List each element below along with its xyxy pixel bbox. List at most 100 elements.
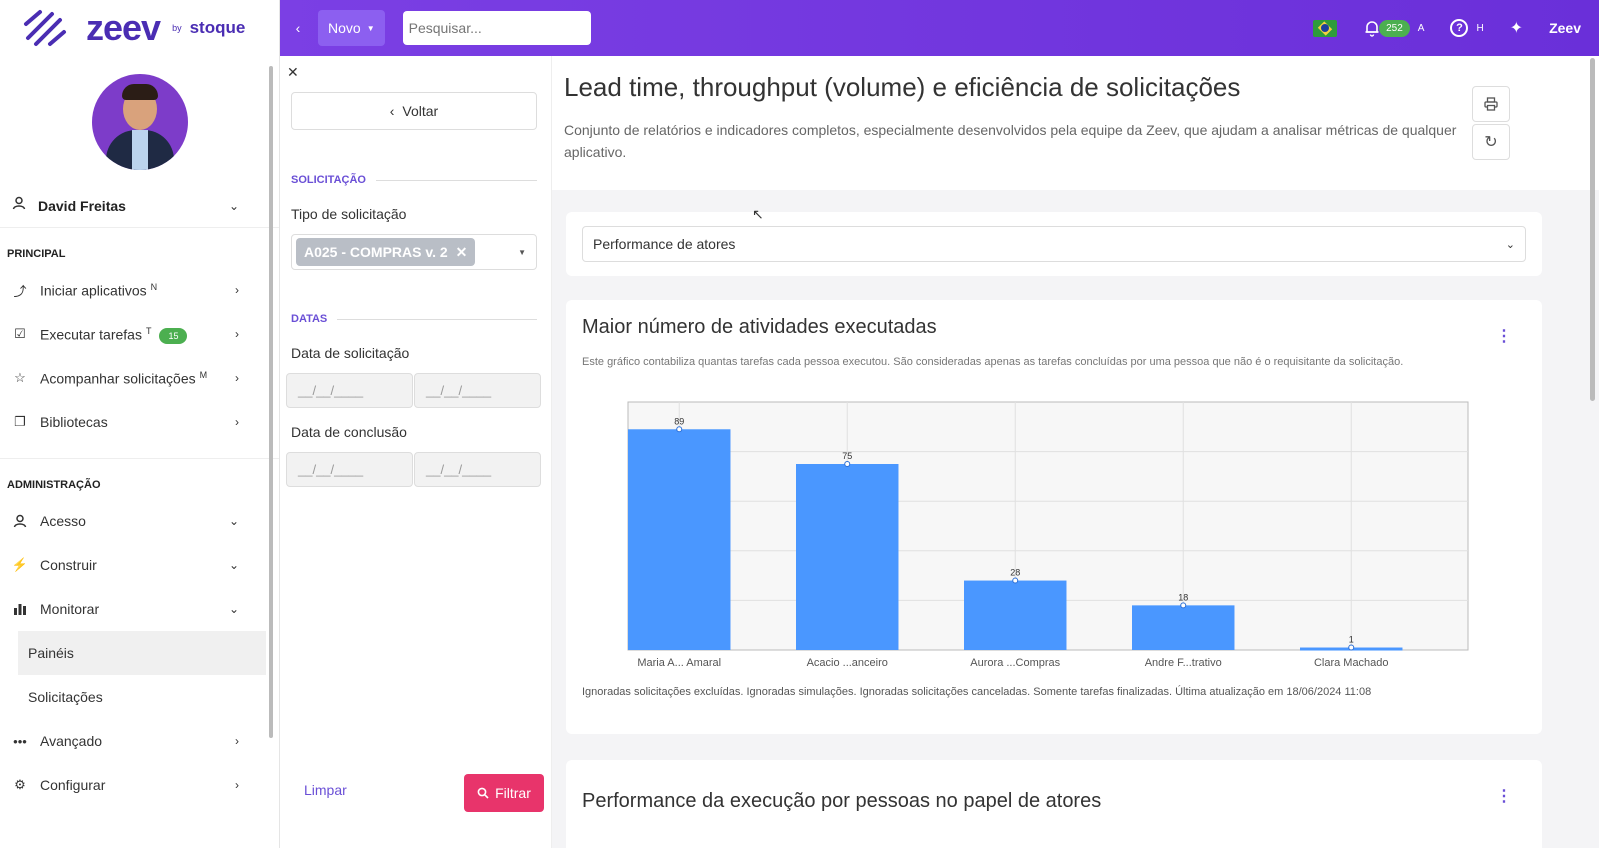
search-input[interactable] [402, 11, 591, 45]
chevron-right-icon: › [235, 778, 239, 792]
print-icon [1484, 97, 1498, 111]
sidebar-item-label: Bibliotecas [40, 414, 108, 430]
shortcut-label: T [145, 325, 152, 336]
sidebar-item-label: Configurar [40, 777, 106, 793]
chevron-right-icon: › [235, 371, 239, 385]
data-conclusao-label: Data de conclusão [291, 424, 407, 440]
gear-icon: ⚙ [14, 777, 26, 792]
remove-chip-icon[interactable]: ✕ [455, 243, 468, 260]
copy-icon: ❐ [14, 414, 26, 429]
chevron-right-icon: › [235, 734, 239, 748]
user-name: David Freitas [38, 197, 126, 214]
report-select-card: Performance de atores ⌄ [566, 212, 1542, 276]
brand-logo[interactable]: zeev by stoque [0, 0, 279, 56]
user-icon [12, 513, 28, 529]
back-button[interactable]: ‹ Voltar [291, 92, 537, 130]
sidebar-scrollbar[interactable] [269, 66, 273, 738]
data-conclusao-end-input[interactable]: __/__/____ [414, 452, 541, 487]
help-button[interactable]: ? H [1450, 19, 1484, 37]
route-icon: ⤴ [13, 283, 27, 299]
refresh-button[interactable]: ↻ [1472, 124, 1510, 160]
main-scrollbar[interactable] [1590, 58, 1595, 401]
sidebar: zeev by stoque David Freitas ⌄ PRINCIPAL… [0, 0, 280, 848]
brazil-flag-icon[interactable] [1313, 19, 1338, 37]
page-header: Lead time, throughput (volume) e eficiên… [552, 56, 1599, 190]
app-name[interactable]: Zeev [1549, 20, 1581, 36]
chart-title: Maior número de atividades executadas [582, 316, 937, 338]
bolt-icon: ⚡ [11, 557, 29, 572]
user-icon [12, 196, 26, 215]
shortcut-label: A [1417, 22, 1425, 34]
report-type-select[interactable]: Performance de atores ⌄ [582, 226, 1526, 262]
sparkle-icon[interactable]: ✦ [1509, 20, 1524, 37]
chevron-down-icon: ⌄ [228, 198, 239, 213]
back-label: Voltar [402, 103, 439, 119]
section-datas: DATAS [291, 313, 537, 325]
sidebar-item-iniciar-aplicativos[interactable]: ⤴ Iniciar aplicativos N › [0, 268, 279, 312]
shortcut-label: M [199, 369, 208, 380]
main-content: Lead time, throughput (volume) e eficiên… [552, 56, 1599, 848]
kebab-menu-icon[interactable]: ⋮ [1496, 328, 1512, 345]
filter-label: Filtrar [495, 785, 531, 801]
avatar[interactable] [91, 74, 188, 170]
sidebar-item-configurar[interactable]: ⚙ Configurar › [0, 763, 279, 807]
close-icon[interactable]: ✕ [287, 64, 299, 80]
sidebar-item-construir[interactable]: ⚡ Construir ⌄ [0, 543, 279, 587]
chart-subtitle: Este gráfico contabiliza quantas tarefas… [582, 356, 1404, 368]
clear-button[interactable]: Limpar [304, 782, 347, 798]
novo-button[interactable]: Novo ▼ [318, 10, 385, 46]
data-solicitacao-start-input[interactable]: __/__/____ [286, 373, 413, 408]
sidebar-item-bibliotecas[interactable]: ❐ Bibliotecas › [0, 400, 279, 444]
dots-icon: ••• [13, 733, 27, 749]
data-solicitacao-label: Data de solicitação [291, 345, 410, 361]
refresh-icon: ↻ [1484, 134, 1498, 151]
notifications-count-badge: 252 [1379, 19, 1410, 37]
data-point [676, 426, 683, 433]
caret-down-icon: ▼ [366, 23, 375, 33]
chip-label: A025 - COMPRAS v. 2 [304, 244, 448, 260]
notifications-button[interactable]: 252 A [1363, 19, 1424, 37]
category-label: Aurora ...Compras [970, 657, 1060, 669]
bar [1132, 605, 1235, 650]
sidebar-item-acesso[interactable]: Acesso ⌄ [0, 499, 279, 543]
zeev-logo-icon [24, 10, 66, 46]
sidebar-item-label: Acompanhar solicitações [40, 370, 196, 387]
shortcut-label: H [1476, 22, 1484, 34]
kebab-menu-icon[interactable]: ⋮ [1496, 788, 1512, 805]
tipo-solicitacao-select[interactable]: A025 - COMPRAS v. 2 ✕ ▼ [291, 234, 537, 270]
sidebar-subitem-paineis[interactable]: Painéis [18, 631, 266, 675]
top-bar: ‹ Novo ▼ 252 A ? H ✦ Zeev [280, 0, 1599, 56]
mouse-cursor-icon: ↖ [752, 206, 764, 222]
data-label: 18 [1178, 592, 1188, 602]
chart-card-2: Performance da execução por pessoas no p… [566, 760, 1542, 848]
checkbox-icon: ☑ [14, 326, 26, 341]
sidebar-item-avancado[interactable]: ••• Avançado › [0, 719, 279, 763]
category-label: Andre F...trativo [1145, 657, 1222, 669]
filter-button[interactable]: Filtrar [464, 774, 544, 812]
data-conclusao-start-input[interactable]: __/__/____ [286, 452, 413, 487]
sidebar-item-executar-tarefas[interactable]: ☑ Executar tarefas T 15 › [0, 312, 279, 356]
filter-panel: ✕ ‹ Voltar SOLICITAÇÃO Tipo de solicitaç… [280, 56, 552, 848]
user-menu[interactable]: David Freitas ⌄ [0, 184, 279, 228]
chevron-down-icon: ⌄ [1505, 238, 1515, 251]
chevron-right-icon: › [235, 327, 239, 341]
page-title: Lead time, throughput (volume) e eficiên… [564, 72, 1241, 102]
logo-by: by [172, 23, 182, 33]
tipo-solicitacao-label: Tipo de solicitação [291, 206, 407, 222]
data-label: 89 [674, 416, 684, 426]
print-button[interactable] [1472, 86, 1510, 122]
shortcut-label: N [150, 281, 158, 292]
data-solicitacao-end-input[interactable]: __/__/____ [414, 373, 541, 408]
sidebar-item-label: Avançado [40, 733, 103, 749]
category-label: Acacio ...anceiro [807, 657, 888, 669]
sidebar-item-label: Iniciar aplicativos [40, 282, 147, 299]
data-point [1180, 602, 1187, 609]
report-type-value: Performance de atores [593, 236, 736, 252]
star-icon: ☆ [14, 370, 26, 385]
data-point [1348, 644, 1355, 651]
sidebar-subitem-solicitacoes[interactable]: Solicitações [28, 689, 103, 705]
novo-label: Novo [328, 20, 361, 36]
sidebar-item-acompanhar-solicitacoes[interactable]: ☆ Acompanhar solicitações M › [0, 356, 279, 400]
collapse-sidebar-icon[interactable]: ‹ [295, 20, 301, 36]
sidebar-item-monitorar[interactable]: Monitorar ⌄ [0, 587, 279, 631]
